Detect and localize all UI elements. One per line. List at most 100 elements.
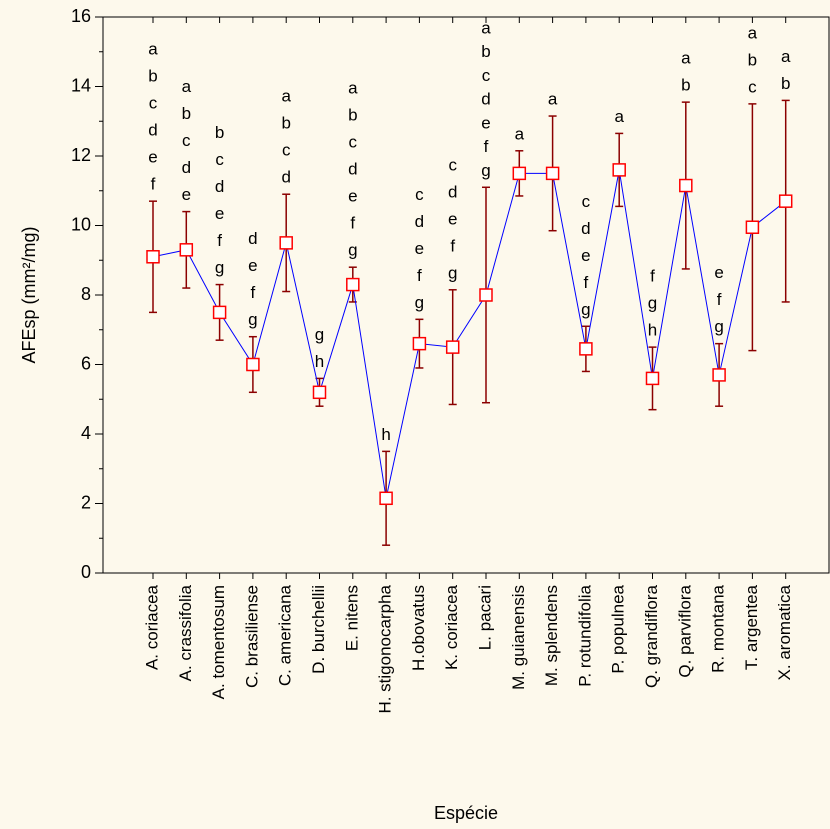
group-letter: d [215, 177, 224, 196]
mean-marker [512, 166, 527, 181]
mean-marker [479, 288, 493, 302]
group-letter: a [681, 49, 691, 68]
x-tick-label: A. tomentosum [209, 585, 228, 699]
group-letter: g [215, 258, 224, 277]
group-letter: g [648, 294, 657, 313]
group-letter: f [417, 266, 422, 285]
mean-line [152, 169, 787, 499]
x-tick-label: C. americana [276, 584, 295, 686]
group-letter: f [717, 290, 722, 309]
group-letter: c [582, 192, 591, 211]
x-tick-label: E. nitens [342, 585, 361, 651]
x-tick-label: C. brasiliense [242, 585, 261, 688]
group-letter: e [581, 246, 590, 265]
group-letter: b [748, 50, 757, 69]
group-letter: a [748, 23, 758, 42]
group-letter: f [251, 283, 256, 302]
mean-marker [445, 340, 460, 354]
group-letter: a [281, 87, 291, 106]
x-tick-label: H. stigonocarpha [376, 584, 395, 713]
x-tick-label: P. populnea [609, 584, 628, 673]
y-tick-label: 2 [81, 492, 91, 512]
y-tick-label: 6 [81, 353, 91, 373]
mean-marker [645, 371, 660, 386]
x-tick-label: X. aromatica [775, 584, 794, 680]
group-letter: c [349, 133, 358, 152]
y-tick-label: 16 [71, 6, 91, 26]
group-letter: f [650, 267, 655, 286]
group-letter: g [714, 317, 723, 336]
group-letter: e [448, 209, 457, 228]
group-letter: b [481, 42, 490, 61]
mean-marker [346, 277, 360, 292]
group-letter: e [415, 239, 424, 258]
x-tick-label: M. splendens [542, 585, 561, 686]
group-letter: f [450, 236, 455, 255]
x-tick-label: A. coriacea [142, 584, 161, 670]
y-tick-label: 12 [71, 145, 91, 165]
group-letter: f [217, 231, 222, 250]
group-letter: e [182, 185, 191, 204]
mean-marker [312, 385, 327, 400]
group-letter: b [215, 123, 224, 142]
group-letter: b [681, 76, 690, 95]
group-letter: b [781, 74, 790, 93]
x-tick-label: A. crassifolia [176, 584, 195, 681]
group-letter: c [415, 185, 424, 204]
group-letter: a [481, 18, 491, 37]
y-tick-label: 14 [71, 75, 91, 95]
mean-marker [778, 194, 793, 208]
mean-marker [745, 220, 760, 234]
group-letter: a [148, 40, 158, 59]
group-letter: c [448, 155, 457, 174]
mean-marker [179, 243, 194, 257]
group-letter: f [350, 214, 355, 233]
y-tick-label: 10 [71, 214, 91, 234]
group-letter: b [148, 67, 157, 86]
group-letter: e [248, 256, 257, 275]
group-letter: g [581, 300, 590, 319]
mean-marker [579, 342, 593, 356]
x-tick-label: D. burchellii [309, 585, 328, 674]
group-letter: a [348, 79, 358, 98]
group-letter: c [482, 66, 491, 85]
group-letter: d [182, 158, 191, 177]
group-letter: e [714, 263, 723, 282]
mean-marker [545, 166, 560, 181]
group-letter: g [248, 310, 257, 329]
group-letter: a [515, 124, 525, 143]
group-letter: c [282, 141, 291, 160]
group-letter: f [484, 137, 489, 156]
mean-marker [412, 336, 427, 351]
x-tick-label: H.obovatus [409, 585, 428, 671]
group-letter: g [415, 293, 424, 312]
mean-marker [279, 236, 293, 250]
group-letter: d [581, 219, 590, 238]
x-axis-label: Espécie [434, 803, 498, 823]
group-letter: d [448, 182, 457, 201]
group-letter: d [415, 212, 424, 231]
mean-marker [146, 250, 160, 264]
group-letter: e [215, 204, 224, 223]
group-letter: a [182, 77, 192, 96]
group-letter: g [348, 241, 357, 260]
mean-marker [212, 305, 227, 320]
x-tick-label: K. coriacea [442, 584, 461, 670]
group-letter: e [348, 187, 357, 206]
group-letter: c [215, 150, 224, 169]
mean-marker [379, 491, 393, 506]
group-letter: d [348, 160, 357, 179]
group-letter: f [584, 273, 589, 292]
y-tick-label: 0 [81, 562, 91, 582]
group-letter: a [781, 47, 791, 66]
group-letter: c [149, 94, 158, 113]
x-tick-label: T. argentea [742, 584, 761, 670]
group-letter: h [648, 321, 657, 340]
mean-marker [612, 163, 626, 177]
group-letter: a [614, 107, 624, 126]
group-letter: b [348, 106, 357, 125]
group-letter: a [548, 90, 558, 109]
group-letter: b [182, 104, 191, 123]
y-axis-label: AFEsp (mm²/mg) [19, 227, 39, 364]
